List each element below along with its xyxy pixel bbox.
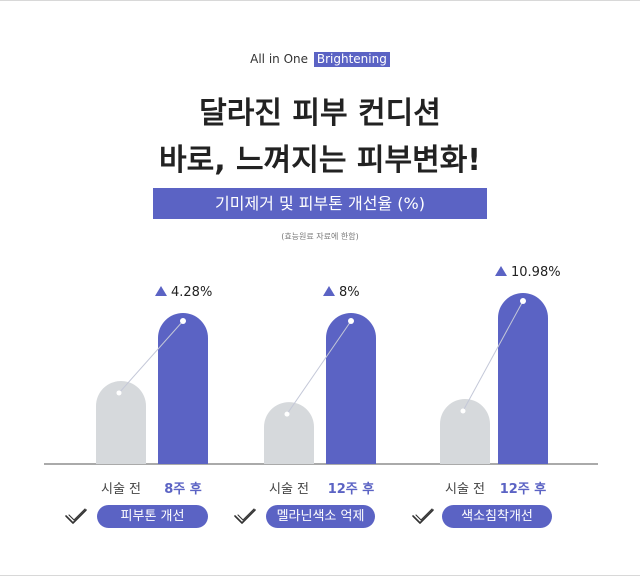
point-after [520, 298, 526, 304]
brand-text: All in One [250, 52, 309, 66]
point-before [460, 408, 466, 414]
point-before [116, 390, 122, 396]
check-mark-inner [415, 508, 433, 521]
point-after [348, 318, 354, 324]
check-mark-inner [237, 508, 255, 521]
headline: 달라진 피부 컨디션 바로, 느껴지는 피부변화! [0, 90, 640, 184]
bar-label-before: 시술 전 [269, 482, 309, 497]
point-before [284, 411, 290, 417]
bar-after [326, 313, 376, 464]
point-after [180, 318, 186, 324]
value-label: 8% [339, 285, 360, 300]
bar-label-before: 시술 전 [101, 482, 141, 497]
check-icon [234, 508, 256, 524]
bar-before [440, 399, 490, 464]
connector-line [118, 320, 184, 394]
value-label: 10.98% [511, 265, 561, 280]
chart-subtitle: 기미제거 및 피부톤 개선율 (%) [153, 188, 487, 219]
check-mark-inner [68, 508, 86, 521]
bar-label-after: 12주 후 [328, 481, 375, 497]
headline-line-1: 달라진 피부 컨디션 [199, 96, 441, 131]
check-mark-stroke [65, 509, 87, 524]
value-label: 4.28% [171, 285, 212, 300]
check-mark-stroke [412, 509, 434, 524]
bar-label-before: 시술 전 [445, 482, 485, 497]
bottom-divider [0, 575, 640, 576]
check-icon [412, 508, 434, 524]
bar-after [498, 293, 548, 464]
bar-label-after: 12주 후 [500, 481, 547, 497]
bar-before [264, 402, 314, 464]
check-mark-stroke [234, 509, 256, 524]
bar-label-after: 8주 후 [164, 481, 202, 497]
headline-line-2: 바로, 느껴지는 피부변화! [159, 143, 481, 178]
source-note: (효능원료 자료에 한함) [281, 232, 359, 241]
top-divider [0, 0, 640, 1]
check-icon [65, 508, 87, 524]
category-pill: 색소침착개선 [442, 505, 552, 528]
triangle-up-icon [323, 286, 335, 296]
triangle-up-icon [495, 266, 507, 276]
triangle-up-icon [155, 286, 167, 296]
bar-after [158, 313, 208, 464]
category-pill: 피부톤 개선 [97, 505, 208, 528]
connector-line [462, 300, 524, 412]
connector-line [286, 320, 352, 415]
category-pill: 멜라닌색소 억제 [266, 505, 375, 528]
brand-tag: Brightening [313, 52, 390, 67]
bar-before [96, 380, 146, 464]
brand-line: All in One Brightening [0, 52, 640, 67]
